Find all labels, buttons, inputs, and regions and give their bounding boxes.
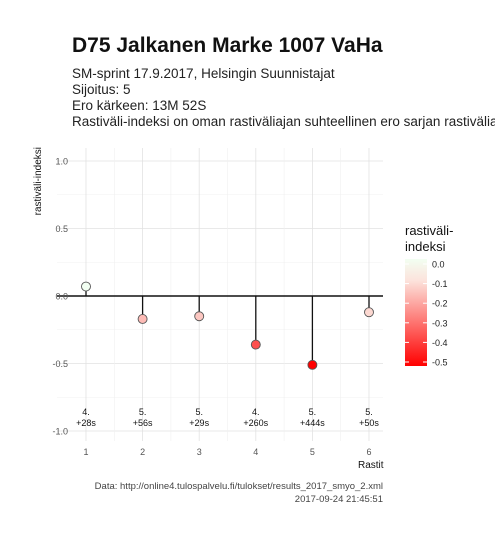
point-rank-label: 5. [309, 407, 317, 417]
point-diff-label: +28s [76, 418, 96, 428]
legend-title-line: indeksi [405, 239, 446, 254]
legend-label: -0.3 [432, 318, 448, 328]
subtitle-gap: Ero kärkeen: 13M 52S [72, 98, 207, 113]
subtitle-placement: Sijoitus: 5 [72, 82, 131, 97]
y-tick-label: 0.5 [55, 224, 68, 234]
y-tick-label: -0.5 [52, 359, 68, 369]
caption-timestamp: 2017-09-24 21:45:51 [294, 494, 383, 505]
point-rank-label: 5. [139, 407, 147, 417]
point-diff-label: +56s [133, 418, 153, 428]
x-axis-label: Rastit [358, 460, 384, 471]
legend-label: -0.1 [432, 279, 448, 289]
y-tick-label: 0.0 [55, 292, 68, 302]
point-rank-label: 4. [82, 407, 90, 417]
legend-label: 0.0 [432, 260, 445, 270]
x-tick-label: 5 [310, 447, 315, 457]
point-rank-label: 4. [252, 407, 260, 417]
caption-source: Data: http://online4.tulospalvelu.fi/tul… [94, 481, 383, 492]
legend-title: rastiväli-indeksi [405, 223, 485, 255]
x-tick-label: 4 [253, 447, 258, 457]
subtitle-event: SM-sprint 17.9.2017, Helsingin Suunnista… [72, 66, 335, 81]
legend-label: -0.5 [432, 358, 448, 368]
subtitle-description: Rastiväli-indeksi on oman rastiväliajan … [72, 114, 495, 129]
y-tick-label: 1.0 [55, 157, 68, 167]
x-tick-label: 2 [140, 447, 145, 457]
x-tick-label: 1 [83, 447, 88, 457]
point-diff-label: +50s [359, 418, 379, 428]
point-diff-label: +260s [243, 418, 268, 428]
data-point [81, 281, 91, 292]
x-tick-label: 3 [197, 447, 202, 457]
point-diff-label: +444s [300, 418, 325, 428]
legend-label: -0.4 [432, 338, 448, 348]
point-rank-label: 5. [365, 407, 373, 417]
data-point [194, 311, 205, 322]
legend-colorbar [405, 259, 427, 366]
legend-title-line: rastiväli- [405, 223, 454, 238]
chart-title: D75 Jalkanen Marke 1007 VaHa [72, 34, 383, 57]
point-rank-label: 5. [195, 407, 203, 417]
data-point [250, 339, 261, 350]
data-point [364, 307, 374, 318]
x-tick-label: 6 [366, 447, 371, 457]
data-point [137, 314, 148, 324]
y-tick-label: -1.0 [52, 427, 68, 437]
legend-label: -0.2 [432, 299, 448, 309]
data-point [307, 359, 318, 370]
point-diff-label: +29s [189, 418, 209, 428]
